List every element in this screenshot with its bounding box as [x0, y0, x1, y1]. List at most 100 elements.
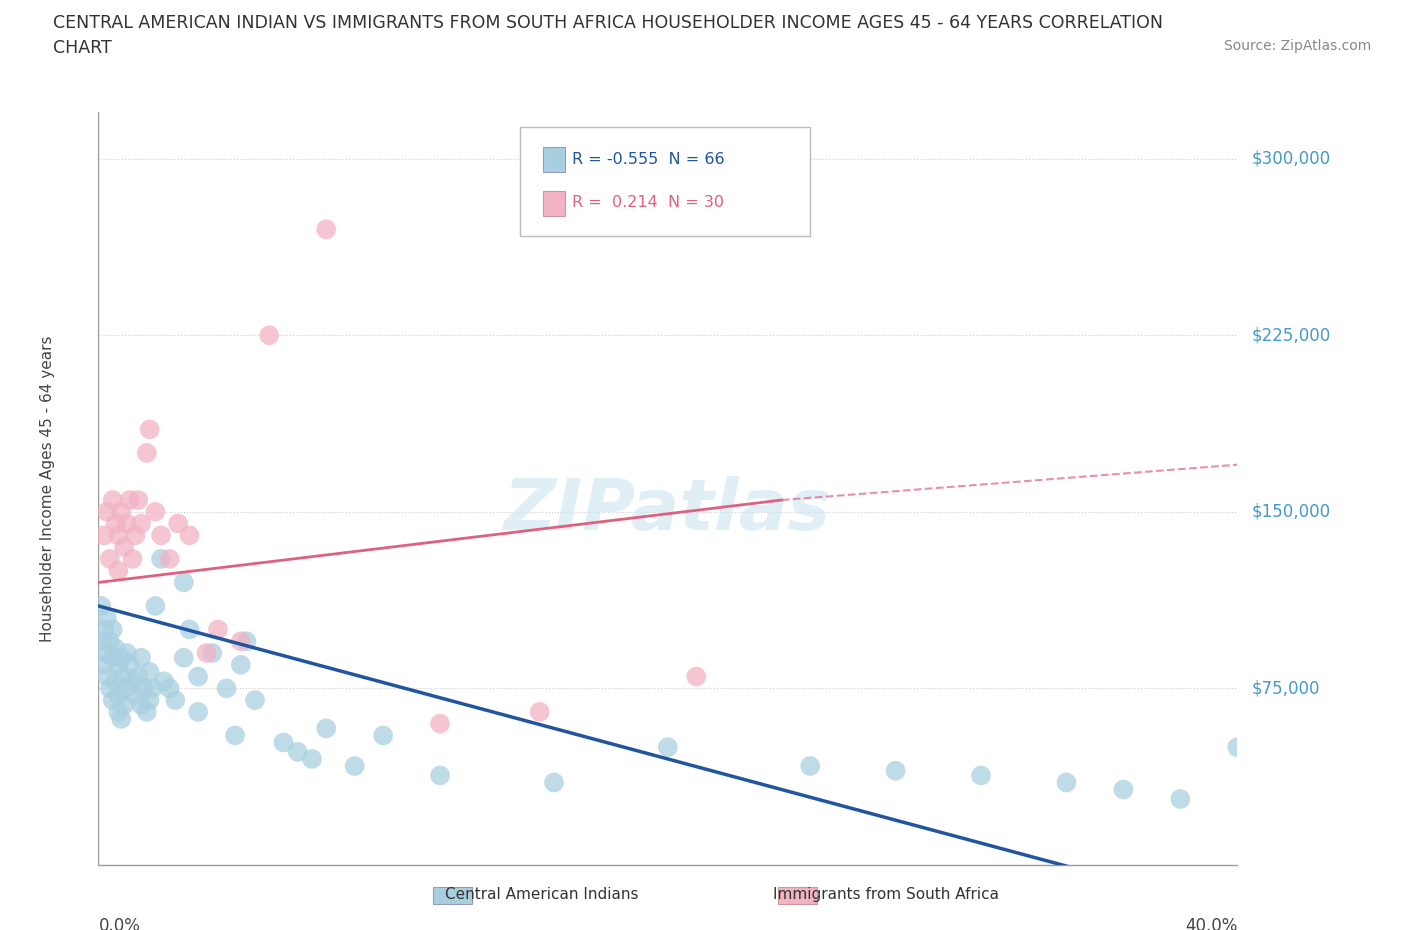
Point	[657, 739, 679, 754]
Point	[107, 704, 129, 719]
Point	[167, 516, 190, 531]
Point	[153, 674, 176, 689]
Point	[107, 564, 129, 578]
Point	[187, 704, 209, 719]
Point	[1112, 782, 1135, 797]
Point	[343, 759, 366, 774]
Point	[159, 681, 181, 696]
Point	[93, 658, 115, 672]
Point	[138, 422, 160, 437]
Point	[201, 645, 224, 660]
Text: R =  0.214  N = 30: R = 0.214 N = 30	[572, 195, 724, 210]
Text: $75,000: $75,000	[1251, 679, 1320, 698]
Point	[685, 670, 707, 684]
Point	[173, 575, 195, 590]
Point	[115, 516, 138, 531]
Point	[429, 716, 451, 731]
Point	[104, 641, 127, 656]
Point	[104, 516, 127, 531]
Text: R = -0.555  N = 66: R = -0.555 N = 66	[572, 152, 725, 166]
Point	[273, 735, 295, 750]
Point	[110, 650, 132, 665]
Point	[141, 681, 163, 696]
Point	[101, 622, 124, 637]
Point	[112, 670, 135, 684]
Point	[429, 768, 451, 783]
Point	[90, 599, 112, 614]
Point	[884, 764, 907, 778]
Point	[243, 693, 266, 708]
Point	[96, 504, 118, 519]
Point	[224, 728, 246, 743]
Point	[115, 645, 138, 660]
Text: ZIPatlas: ZIPatlas	[505, 476, 831, 545]
Point	[118, 658, 141, 672]
Point	[90, 634, 112, 649]
Text: $150,000: $150,000	[1251, 503, 1330, 521]
Point	[118, 493, 141, 508]
Point	[129, 698, 152, 712]
Point	[315, 222, 337, 237]
Text: $300,000: $300,000	[1251, 150, 1330, 167]
Point	[112, 698, 135, 712]
Point	[1226, 739, 1249, 754]
Point	[145, 504, 167, 519]
Point	[107, 528, 129, 543]
Point	[173, 650, 195, 665]
Text: CENTRAL AMERICAN INDIAN VS IMMIGRANTS FROM SOUTH AFRICA HOUSEHOLDER INCOME AGES : CENTRAL AMERICAN INDIAN VS IMMIGRANTS FR…	[53, 14, 1163, 32]
Text: $225,000: $225,000	[1251, 326, 1330, 344]
Point	[799, 759, 821, 774]
Point	[187, 670, 209, 684]
Point	[112, 539, 135, 554]
Point	[235, 634, 257, 649]
Point	[93, 622, 115, 637]
Point	[96, 645, 118, 660]
Point	[101, 693, 124, 708]
Point	[127, 493, 149, 508]
Point	[93, 528, 115, 543]
Point	[104, 674, 127, 689]
Text: Central American Indians: Central American Indians	[444, 887, 638, 902]
Point	[1170, 791, 1192, 806]
Point	[159, 551, 181, 566]
Point	[101, 650, 124, 665]
Point	[215, 681, 238, 696]
Point	[543, 775, 565, 790]
Bar	[543, 147, 565, 172]
Point	[107, 688, 129, 703]
Point	[96, 670, 118, 684]
Text: 40.0%: 40.0%	[1185, 917, 1237, 930]
Point	[259, 327, 281, 342]
Point	[135, 704, 157, 719]
Point	[135, 445, 157, 460]
Text: Source: ZipAtlas.com: Source: ZipAtlas.com	[1223, 39, 1371, 53]
Point	[301, 751, 323, 766]
Text: Householder Income Ages 45 - 64 years: Householder Income Ages 45 - 64 years	[39, 335, 55, 642]
FancyBboxPatch shape	[520, 126, 810, 236]
Point	[1056, 775, 1078, 790]
Point	[287, 744, 309, 759]
Point	[124, 688, 146, 703]
Text: CHART: CHART	[53, 39, 112, 57]
Point	[129, 650, 152, 665]
Point	[98, 551, 121, 566]
Point	[165, 693, 187, 708]
Point	[132, 681, 155, 696]
Point	[529, 704, 551, 719]
Point	[107, 658, 129, 672]
Point	[129, 516, 152, 531]
Text: 0.0%: 0.0%	[98, 917, 141, 930]
Point	[179, 622, 201, 637]
Point	[373, 728, 395, 743]
Point	[179, 528, 201, 543]
Point	[121, 551, 143, 566]
Point	[98, 681, 121, 696]
Point	[150, 551, 173, 566]
Point	[110, 504, 132, 519]
Point	[98, 634, 121, 649]
Point	[195, 645, 218, 660]
Point	[229, 658, 252, 672]
Bar	[543, 191, 565, 216]
Point	[110, 711, 132, 726]
Point	[315, 721, 337, 736]
